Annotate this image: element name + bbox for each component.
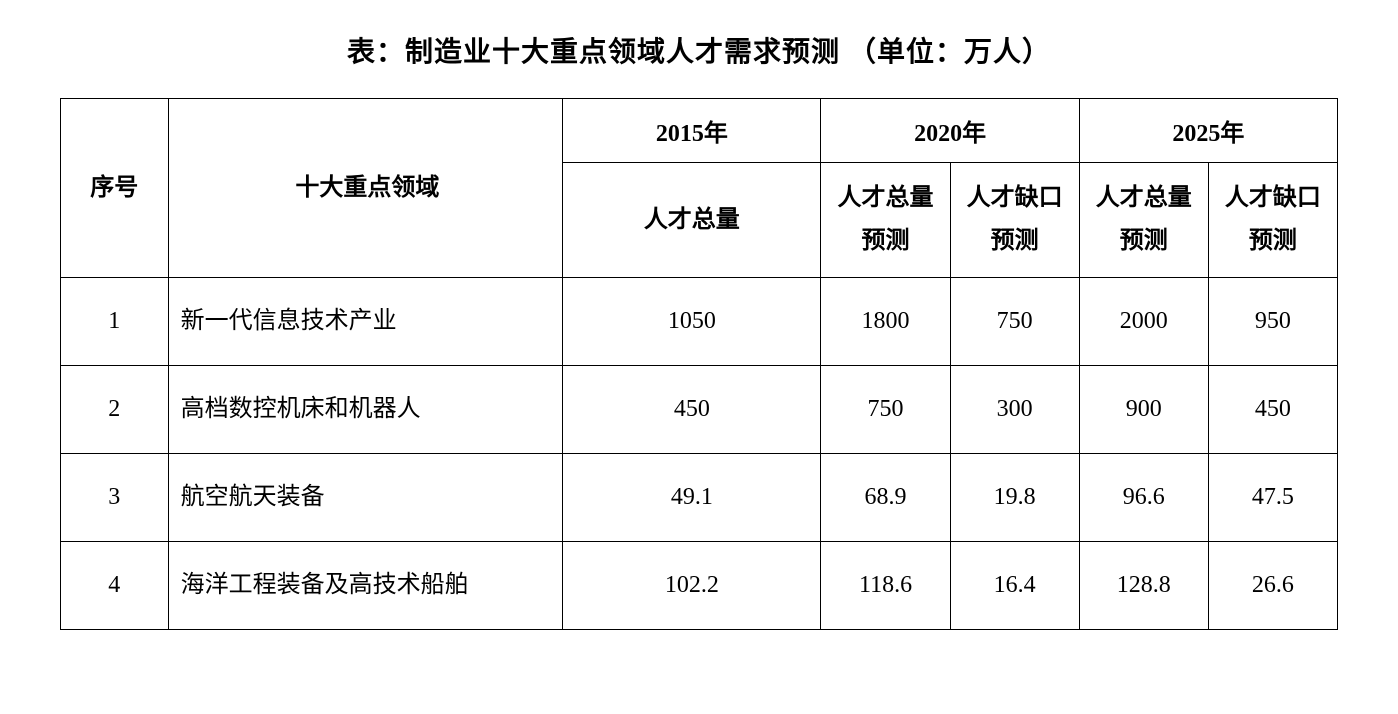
- cell-2020-total: 750: [821, 366, 950, 454]
- table-row: 2 高档数控机床和机器人 450 750 300 900 450: [61, 366, 1338, 454]
- cell-2015-total: 1050: [563, 278, 821, 366]
- cell-2025-total: 900: [1079, 366, 1208, 454]
- year-2015-value: 2015: [656, 121, 704, 147]
- header-year-2025: 2025年: [1079, 99, 1337, 163]
- cell-2015-total: 450: [563, 366, 821, 454]
- cell-2025-gap: 450: [1208, 366, 1337, 454]
- subheader-2020-gap: 人才缺口预测: [950, 163, 1079, 278]
- header-seq-number: 序号: [61, 99, 169, 278]
- table-row: 4 海洋工程装备及高技术船舶 102.2 118.6 16.4 128.8 26…: [61, 542, 1338, 630]
- year-2015-suffix: 年: [704, 121, 728, 147]
- cell-field: 航空航天装备: [168, 454, 563, 542]
- cell-2020-total: 68.9: [821, 454, 950, 542]
- cell-2025-total: 2000: [1079, 278, 1208, 366]
- cell-num: 4: [61, 542, 169, 630]
- cell-2020-gap: 300: [950, 366, 1079, 454]
- header-field-name: 十大重点领域: [168, 99, 563, 278]
- cell-2020-gap: 19.8: [950, 454, 1079, 542]
- year-2025-suffix: 年: [1220, 121, 1244, 147]
- subheader-2020-total: 人才总量预测: [821, 163, 950, 278]
- cell-2025-total: 96.6: [1079, 454, 1208, 542]
- year-2020-suffix: 年: [962, 121, 986, 147]
- table-title: 表：制造业十大重点领域人才需求预测 （单位：万人）: [60, 30, 1338, 70]
- header-year-2020: 2020年: [821, 99, 1079, 163]
- cell-num: 3: [61, 454, 169, 542]
- table-row: 1 新一代信息技术产业 1050 1800 750 2000 950: [61, 278, 1338, 366]
- cell-field: 高档数控机床和机器人: [168, 366, 563, 454]
- table-row: 3 航空航天装备 49.1 68.9 19.8 96.6 47.5: [61, 454, 1338, 542]
- subheader-2025-gap: 人才缺口预测: [1208, 163, 1337, 278]
- cell-2025-gap: 26.6: [1208, 542, 1337, 630]
- subheader-2015-total: 人才总量: [563, 163, 821, 278]
- header-year-2015: 2015年: [563, 99, 821, 163]
- cell-2020-gap: 16.4: [950, 542, 1079, 630]
- cell-2020-total: 1800: [821, 278, 950, 366]
- cell-2015-total: 102.2: [563, 542, 821, 630]
- talent-forecast-table: 序号 十大重点领域 2015年 2020年 2025年 人才总量 人才总量预测 …: [60, 98, 1338, 630]
- cell-num: 1: [61, 278, 169, 366]
- cell-field: 海洋工程装备及高技术船舶: [168, 542, 563, 630]
- cell-2025-gap: 47.5: [1208, 454, 1337, 542]
- table-header-row-1: 序号 十大重点领域 2015年 2020年 2025年: [61, 99, 1338, 163]
- cell-2020-gap: 750: [950, 278, 1079, 366]
- subheader-2025-total: 人才总量预测: [1079, 163, 1208, 278]
- cell-2015-total: 49.1: [563, 454, 821, 542]
- cell-2025-gap: 950: [1208, 278, 1337, 366]
- cell-num: 2: [61, 366, 169, 454]
- cell-2025-total: 128.8: [1079, 542, 1208, 630]
- cell-2020-total: 118.6: [821, 542, 950, 630]
- year-2025-value: 2025: [1172, 121, 1220, 147]
- cell-field: 新一代信息技术产业: [168, 278, 563, 366]
- year-2020-value: 2020: [914, 121, 962, 147]
